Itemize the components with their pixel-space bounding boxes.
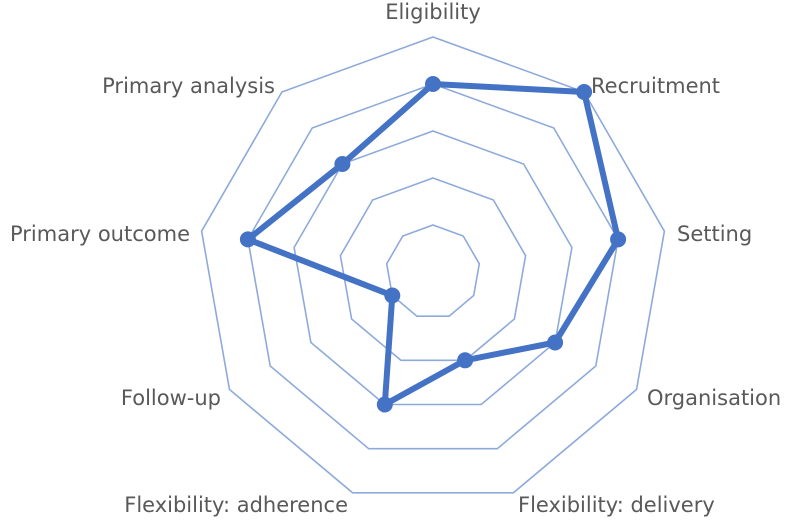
data-point-0 [425, 76, 441, 92]
axis-label-4: Flexibility: delivery [518, 493, 715, 517]
data-point-3 [547, 334, 564, 351]
grid-layer [200, 36, 666, 494]
data-point-5 [376, 396, 393, 413]
data-point-1 [576, 84, 593, 100]
data-point-7 [239, 231, 256, 248]
grid-ring-4 [247, 83, 619, 450]
grid-ring-3 [293, 130, 573, 406]
series-layer [239, 76, 627, 413]
grid-ring-2 [339, 177, 527, 362]
data-point-8 [334, 156, 351, 172]
axis-label-7: Primary outcome [10, 222, 190, 246]
data-point-4 [457, 352, 474, 369]
axis-label-3: Organisation [647, 386, 781, 410]
grid-ring-1 [385, 224, 481, 318]
axis-label-8: Primary analysis [102, 74, 275, 98]
grid-ring-5 [200, 36, 666, 494]
axis-label-1: Recruitment [591, 74, 720, 98]
axis-label-6: Follow-up [121, 386, 221, 410]
axis-label-layer: Eligibility Recruitment Setting Organisatio… [10, 0, 781, 517]
axis-label-0: Eligibility [385, 0, 481, 24]
series-line-0 [244, 81, 622, 408]
axis-label-5: Flexibility: adherence [124, 493, 348, 517]
data-point-2 [610, 231, 627, 248]
axis-label-2: Setting [677, 222, 752, 246]
data-point-6 [384, 287, 401, 304]
